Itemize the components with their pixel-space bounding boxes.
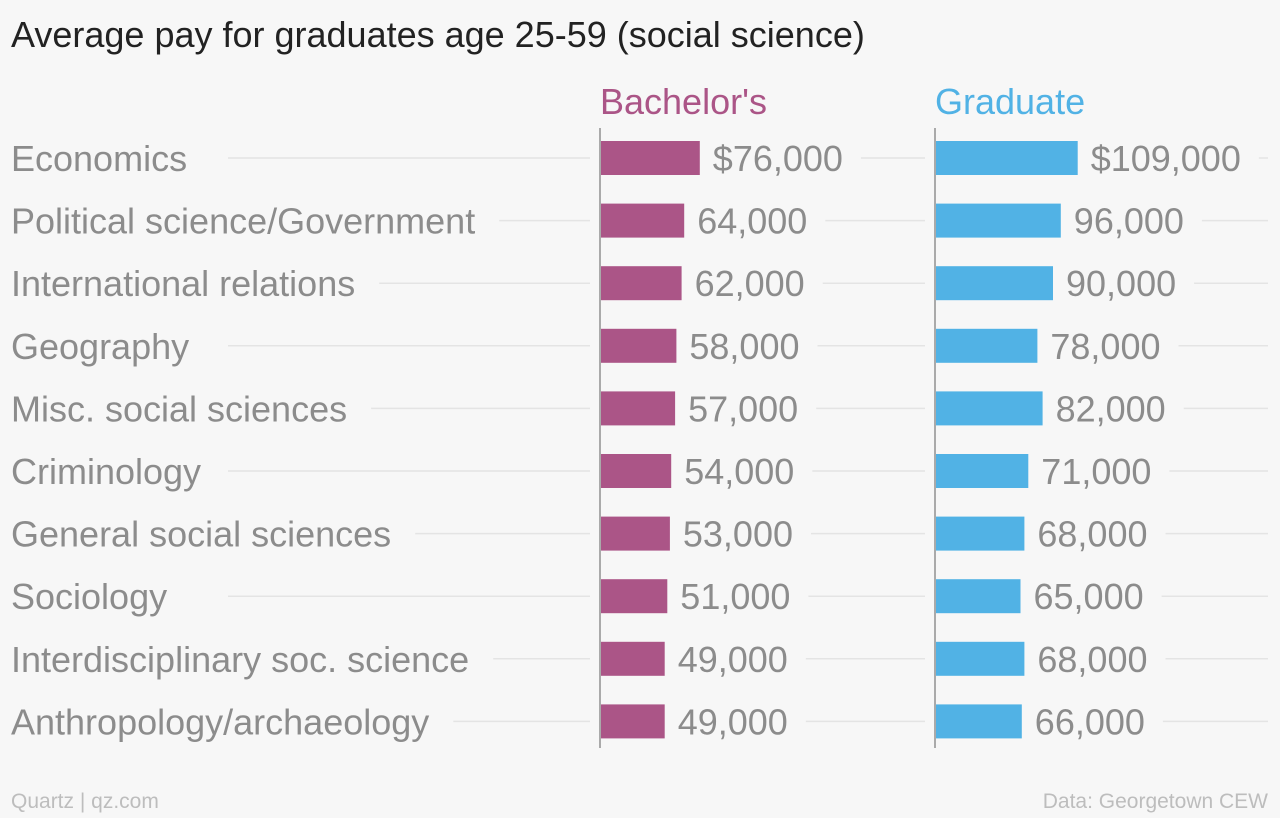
value-label: 90,000	[1066, 263, 1176, 304]
value-label: 49,000	[678, 639, 788, 680]
value-label: 58,000	[689, 326, 799, 367]
bar-bachelors	[601, 641, 665, 676]
value-label: 96,000	[1074, 201, 1184, 242]
category-label: Anthropology/archaeology	[11, 701, 429, 742]
value-label: 68,000	[1037, 514, 1147, 555]
value-label: 78,000	[1050, 326, 1160, 367]
value-label: 62,000	[695, 263, 805, 304]
value-label: 49,000	[678, 701, 788, 742]
value-labels: $76,000 $109,000 64,000 96,000 62,000 90,000 5…	[678, 138, 1241, 742]
bar-bachelors	[601, 391, 676, 426]
value-label: 53,000	[683, 514, 793, 555]
category-label: General social sciences	[11, 514, 391, 555]
chart-title: Average pay for graduates age 25-59 (soc…	[11, 14, 865, 55]
value-label: $109,000	[1091, 138, 1241, 179]
bar-graduate	[936, 516, 1025, 551]
bar-bachelors	[601, 141, 700, 175]
bar-bachelors	[601, 579, 668, 614]
category-label: International relations	[11, 263, 355, 304]
bar-graduate	[936, 391, 1043, 426]
series-header-bachelors: Bachelor's	[600, 81, 767, 122]
series-header-graduate: Graduate	[935, 81, 1085, 122]
bar-bachelors	[601, 328, 677, 363]
bar-bachelors	[601, 454, 672, 488]
axes	[599, 128, 936, 748]
category-label: Criminology	[11, 451, 201, 492]
value-label: 71,000	[1041, 451, 1151, 492]
value-label: 51,000	[680, 576, 790, 617]
bar-graduate	[936, 141, 1078, 175]
bars	[601, 141, 1078, 739]
footer-credit: Quartz | qz.com	[11, 790, 159, 813]
value-label: 82,000	[1056, 388, 1166, 429]
bar-graduate	[936, 579, 1021, 614]
value-label: 57,000	[688, 388, 798, 429]
bar-bachelors	[601, 516, 670, 551]
value-label: $76,000	[713, 138, 843, 179]
bar-graduate	[936, 203, 1061, 238]
footer-source: Data: Georgetown CEW	[1042, 790, 1268, 813]
category-label: Sociology	[11, 576, 167, 617]
bar-graduate	[936, 328, 1038, 363]
category-label: Interdisciplinary soc. science	[11, 639, 469, 680]
value-label: 54,000	[684, 451, 794, 492]
value-label: 65,000	[1034, 576, 1144, 617]
bar-bachelors	[601, 704, 665, 739]
bar-graduate	[936, 641, 1025, 676]
category-label: Political science/Government	[11, 201, 475, 242]
value-label: 68,000	[1037, 639, 1147, 680]
bar-bachelors	[601, 266, 682, 301]
row-rules	[228, 157, 1268, 723]
category-label: Geography	[11, 326, 189, 367]
category-labels: Economics Political science/Government Int…	[11, 138, 475, 742]
bar-graduate	[936, 266, 1053, 301]
bar-graduate	[936, 454, 1029, 488]
value-label: 64,000	[697, 201, 807, 242]
series-headers: Bachelor's Graduate	[600, 81, 1085, 122]
bar-bachelors	[601, 203, 685, 238]
bar-graduate	[936, 704, 1022, 739]
category-label: Misc. social sciences	[11, 388, 347, 429]
category-label: Economics	[11, 138, 187, 179]
value-label: 66,000	[1035, 701, 1145, 742]
